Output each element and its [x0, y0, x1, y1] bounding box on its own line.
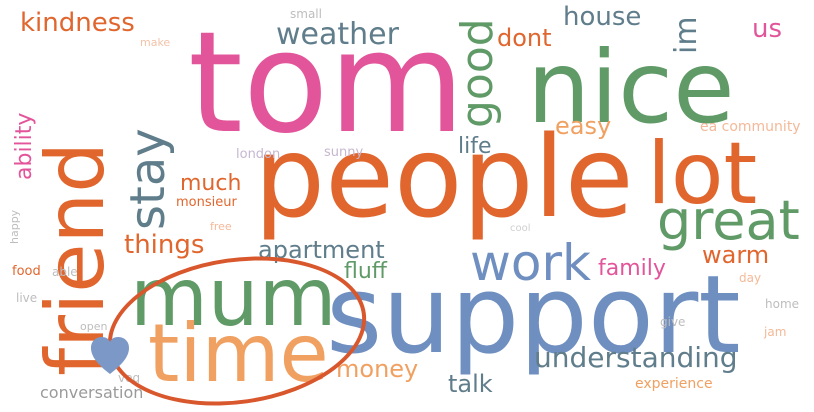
word-weather: weather	[276, 17, 399, 52]
word-happy: happy	[8, 209, 21, 244]
word-fluff: fluff	[344, 259, 387, 284]
word-apartment: apartment	[258, 236, 385, 264]
heart-icon	[88, 334, 132, 378]
word-mum: mum	[130, 251, 337, 344]
word-sunny: sunny	[324, 145, 364, 160]
word-able: able	[52, 265, 78, 279]
word-free: free	[210, 220, 232, 233]
word-conversation: conversation	[40, 383, 144, 402]
word-cool: cool	[510, 223, 531, 234]
word-great: great	[657, 189, 800, 252]
word-london: london	[236, 147, 281, 162]
word-much: much	[180, 171, 242, 196]
word-support: support	[326, 253, 741, 378]
word-home: home	[765, 297, 800, 311]
word-money: money	[336, 355, 419, 383]
word-stay: stay	[120, 128, 176, 230]
word-talk: talk	[448, 370, 493, 398]
word-good: good	[452, 18, 503, 128]
word-family: family	[598, 256, 666, 281]
word-experience: experience	[635, 376, 713, 392]
word-time: time	[148, 307, 329, 400]
word-veg: veg	[118, 371, 141, 385]
word-nice: nice	[527, 29, 735, 146]
word-ea-community: ea community	[700, 119, 801, 135]
word-open: open	[80, 320, 108, 333]
word-lot: lot	[647, 124, 758, 224]
word-food: food	[12, 264, 41, 279]
word-monsieur: monsieur	[176, 195, 237, 210]
word-things: things	[124, 230, 205, 260]
word-life: life	[458, 134, 492, 159]
word-us: us	[752, 14, 783, 44]
word-ability: ability	[12, 112, 37, 180]
word-easy: easy	[555, 112, 612, 140]
word-jam: jam	[764, 325, 787, 339]
word-small: small	[290, 7, 322, 21]
word-work: work	[470, 234, 591, 292]
word-understanding: understanding	[534, 341, 738, 374]
word-day: day	[739, 271, 762, 285]
word-live: live	[16, 291, 38, 305]
word-give: give	[660, 315, 686, 329]
word-warm: warm	[702, 241, 770, 269]
word-tom: tom	[188, 2, 465, 165]
word-house: house	[563, 2, 642, 32]
word-im: im	[669, 16, 704, 54]
word-make: make	[140, 36, 171, 49]
word-dont: dont	[497, 24, 552, 52]
word-kindness: kindness	[20, 8, 135, 38]
word-people: people	[254, 113, 634, 243]
